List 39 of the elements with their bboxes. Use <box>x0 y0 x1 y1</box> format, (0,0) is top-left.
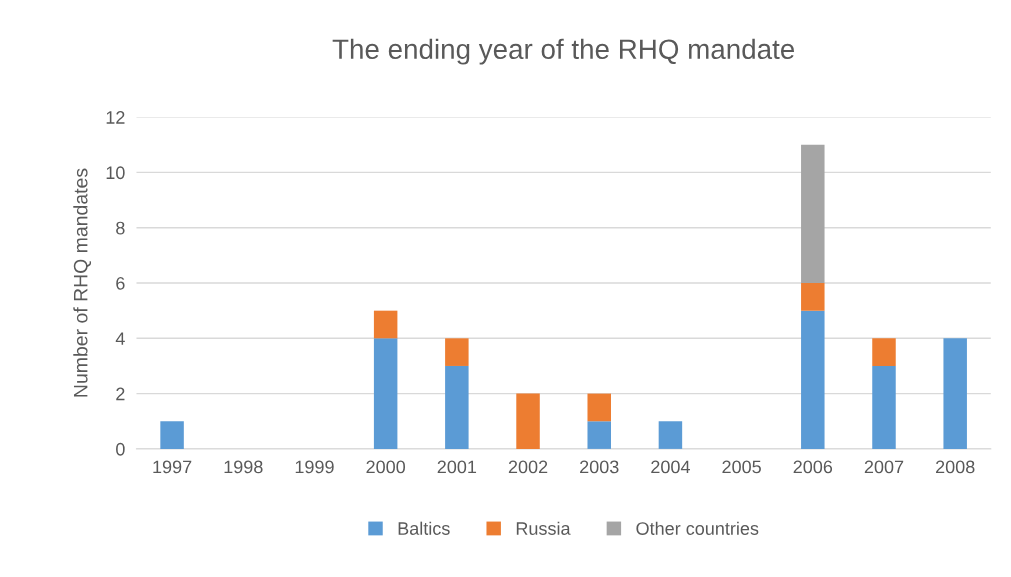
bar <box>160 421 184 449</box>
chart-title: The ending year of the RHQ mandate <box>332 38 795 65</box>
x-tick-label: 2006 <box>793 460 833 474</box>
bar <box>658 421 683 449</box>
bar <box>801 310 825 449</box>
x-tick-label: 2002 <box>508 460 548 474</box>
bar <box>373 338 398 449</box>
bar <box>587 421 611 449</box>
legend-label: Baltics <box>398 521 450 535</box>
legend-label: Russia <box>516 521 571 535</box>
y-tick-label: 10 <box>106 166 125 180</box>
x-tick-label: 1999 <box>295 460 334 474</box>
bar <box>801 144 825 284</box>
bar <box>943 338 967 449</box>
bar <box>587 393 611 422</box>
y-tick-label: 0 <box>116 442 125 456</box>
bar <box>445 365 469 449</box>
x-tick-label: 1997 <box>153 460 192 474</box>
bar <box>872 338 896 366</box>
x-tick-label: 2003 <box>580 460 619 474</box>
y-tick-label: 6 <box>116 276 125 290</box>
y-axis-title: Number of RHQ mandates <box>73 168 92 397</box>
x-tick-label: 2005 <box>722 460 761 474</box>
y-tick-label: 2 <box>116 387 125 401</box>
y-tick-label: 12 <box>106 111 125 124</box>
bar <box>801 283 825 311</box>
x-tick-label: 2008 <box>936 460 975 474</box>
x-tick-label: 2007 <box>864 460 904 474</box>
x-tick-label: 2000 <box>366 460 406 474</box>
y-tick-label: 8 <box>116 221 125 235</box>
y-tick-label: 4 <box>115 332 125 345</box>
x-tick-label: 1998 <box>224 460 263 474</box>
x-tick-label: 2004 <box>651 460 690 474</box>
bar <box>373 310 398 339</box>
x-tick-label: 2001 <box>437 460 477 474</box>
bar <box>516 393 540 449</box>
bar <box>445 338 469 366</box>
legend-label: Other countries <box>636 521 759 535</box>
bar <box>872 365 896 449</box>
